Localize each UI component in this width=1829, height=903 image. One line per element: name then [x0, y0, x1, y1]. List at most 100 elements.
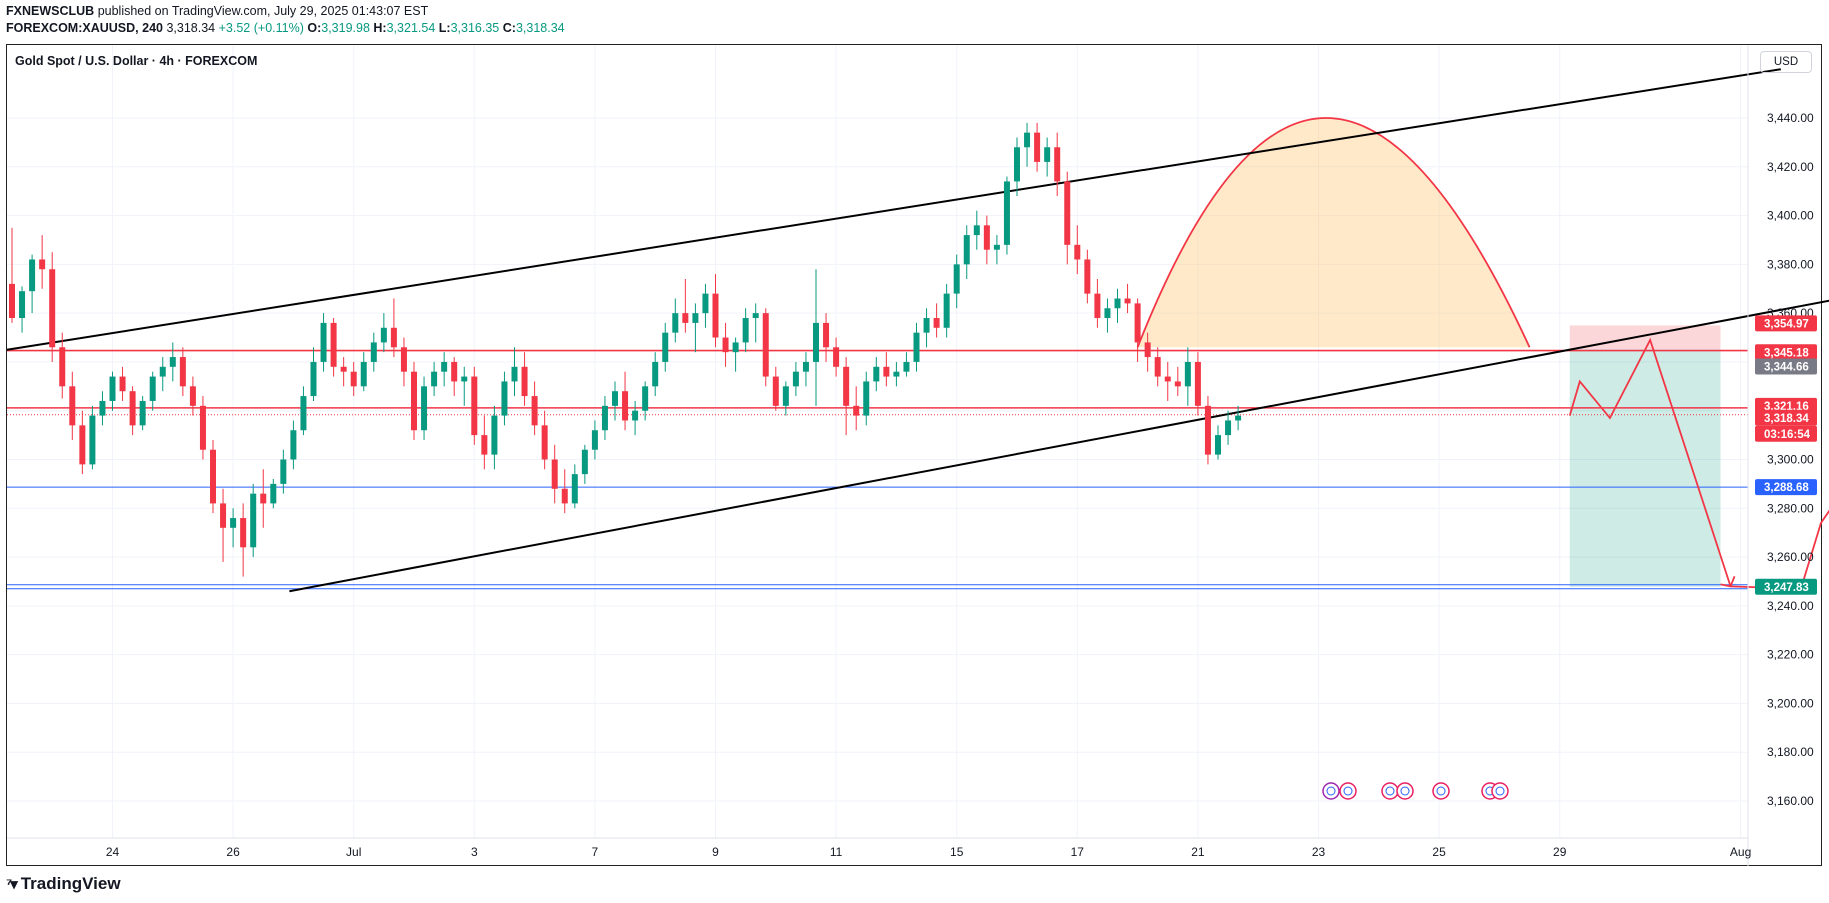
trend-channel-lines[interactable] — [6, 68, 1829, 593]
candle-body — [89, 415, 96, 465]
price-tick: 3,300.00 — [1767, 453, 1814, 467]
candle-body — [451, 361, 458, 382]
candle-body — [1184, 361, 1191, 387]
dome-outline — [1136, 117, 1531, 348]
countdown-bg — [1755, 425, 1817, 442]
candle-body — [913, 332, 920, 362]
time-tick: Aug — [1730, 845, 1751, 859]
candle-body — [973, 225, 980, 236]
time-tick: 3 — [471, 845, 478, 859]
candle-body — [69, 386, 76, 426]
event-icon — [1339, 782, 1357, 800]
candle-body — [732, 342, 739, 353]
candle-body — [310, 361, 317, 397]
price-label-text: 3,344.66 — [1764, 362, 1809, 374]
candle-body — [672, 313, 679, 333]
candle-body — [1134, 303, 1141, 343]
close-label: C: — [502, 21, 516, 35]
event-icon-inner — [1326, 786, 1336, 796]
time-tick: 21 — [1191, 845, 1205, 859]
price-tick: 3,380.00 — [1767, 257, 1814, 271]
candle-body — [19, 291, 26, 319]
candle-body — [531, 396, 538, 426]
candle-body — [320, 322, 327, 362]
candle-body — [853, 405, 860, 416]
time-tick: 7 — [592, 845, 599, 859]
price-tick: 3,280.00 — [1767, 501, 1814, 515]
candle-body — [742, 318, 749, 343]
candle-body — [772, 376, 779, 406]
candle-body — [290, 430, 297, 460]
high-value: 3,321.54 — [386, 21, 436, 35]
price-tick: 3,160.00 — [1767, 794, 1814, 808]
candle-body — [802, 361, 809, 372]
candles — [9, 122, 1242, 577]
price-label-bg — [1755, 578, 1817, 595]
currency-button[interactable]: USD — [1760, 51, 1812, 73]
grid — [7, 45, 1748, 838]
candle-body — [240, 518, 247, 548]
price-label-bg — [1755, 344, 1817, 361]
candle-body — [541, 425, 548, 460]
last-price: 3,318.34 — [166, 21, 216, 35]
close-value: 3,318.34 — [515, 21, 565, 35]
low-label: L: — [438, 21, 451, 35]
economic-events[interactable] — [1322, 782, 1509, 800]
horizontal-levels[interactable] — [7, 349, 1748, 590]
price-axis[interactable]: 3,160.00 3,180.00 3,200.00 3,220.00 3,240.00… — [1767, 111, 1814, 808]
price-tick: 3,240.00 — [1767, 599, 1814, 613]
candle-body — [400, 347, 407, 372]
candle-body — [109, 376, 116, 401]
price-label-text: 3,247.83 — [1764, 582, 1809, 594]
candle-body — [1114, 298, 1121, 309]
candle-body — [983, 225, 990, 250]
candle-body — [612, 391, 618, 406]
event-icon-inner — [1385, 786, 1395, 796]
candle-body — [300, 396, 307, 431]
event-icon — [1432, 782, 1450, 800]
candle-body — [9, 283, 15, 319]
candle-body — [360, 361, 367, 387]
dome-fill — [1137, 118, 1530, 348]
short-position-tool[interactable] — [1569, 325, 1721, 587]
time-tick: 17 — [1071, 845, 1085, 859]
candle-body — [250, 493, 257, 548]
candle-body — [29, 259, 36, 292]
time-tick: 15 — [950, 845, 964, 859]
open-label: O: — [307, 21, 322, 35]
price-tick: 3,440.00 — [1767, 111, 1814, 125]
candle-body — [813, 322, 819, 362]
projection-path — [1568, 337, 1732, 587]
rounding-top-shape[interactable] — [1136, 117, 1531, 348]
candle-body — [1144, 342, 1151, 358]
time-axis[interactable]: 2426Jul37911151721232529Aug57 — [106, 845, 1829, 859]
candle-body — [953, 264, 960, 294]
candle-body — [1164, 376, 1171, 382]
candle-body — [1044, 147, 1051, 162]
candle-body — [1174, 381, 1181, 387]
candle-body — [461, 376, 468, 382]
candle-body — [189, 386, 196, 406]
candle-body — [863, 381, 870, 416]
chart-title: Gold Spot / U.S. Dollar · 4h · FOREXCOM — [15, 54, 258, 68]
candle-body — [481, 435, 488, 455]
tradingview-logo[interactable]: ⁷▾ TradingView — [6, 874, 121, 894]
price-tick: 3,400.00 — [1767, 209, 1814, 223]
candle-body — [199, 405, 206, 450]
symbol-label: FOREXCOM:XAUUSD, 240 — [6, 21, 163, 35]
channel-upper-line — [6, 68, 1781, 351]
time-tick: 23 — [1312, 845, 1326, 859]
countdown-text: 03:16:54 — [1764, 429, 1811, 441]
candle-body — [792, 371, 799, 387]
candle-body — [270, 483, 277, 504]
price-tick: 3,260.00 — [1767, 550, 1814, 564]
event-icon — [1322, 782, 1340, 800]
candle-body — [99, 400, 106, 416]
candle-body — [662, 332, 669, 362]
price-tick: 3,220.00 — [1767, 648, 1814, 662]
candle-body — [1014, 147, 1020, 182]
candle-body — [139, 400, 146, 426]
candle-body — [129, 391, 136, 426]
candle-body — [230, 518, 237, 528]
